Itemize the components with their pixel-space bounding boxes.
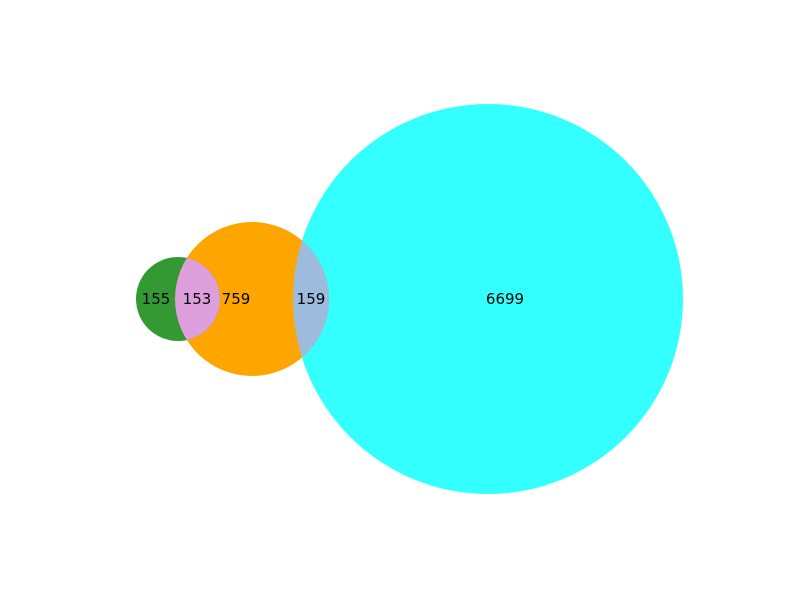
- orange-set-circle: [175, 222, 329, 376]
- cyan-set-circle: [293, 104, 683, 494]
- green-orange-count: 153: [183, 290, 212, 308]
- orange-cyan-count: 159: [297, 290, 326, 308]
- orange-only-count: 759: [222, 290, 251, 308]
- green-only-count: 155: [142, 290, 171, 308]
- green-orange-overlap-region: [175, 257, 220, 341]
- cyan-only-count: 6699: [486, 290, 524, 308]
